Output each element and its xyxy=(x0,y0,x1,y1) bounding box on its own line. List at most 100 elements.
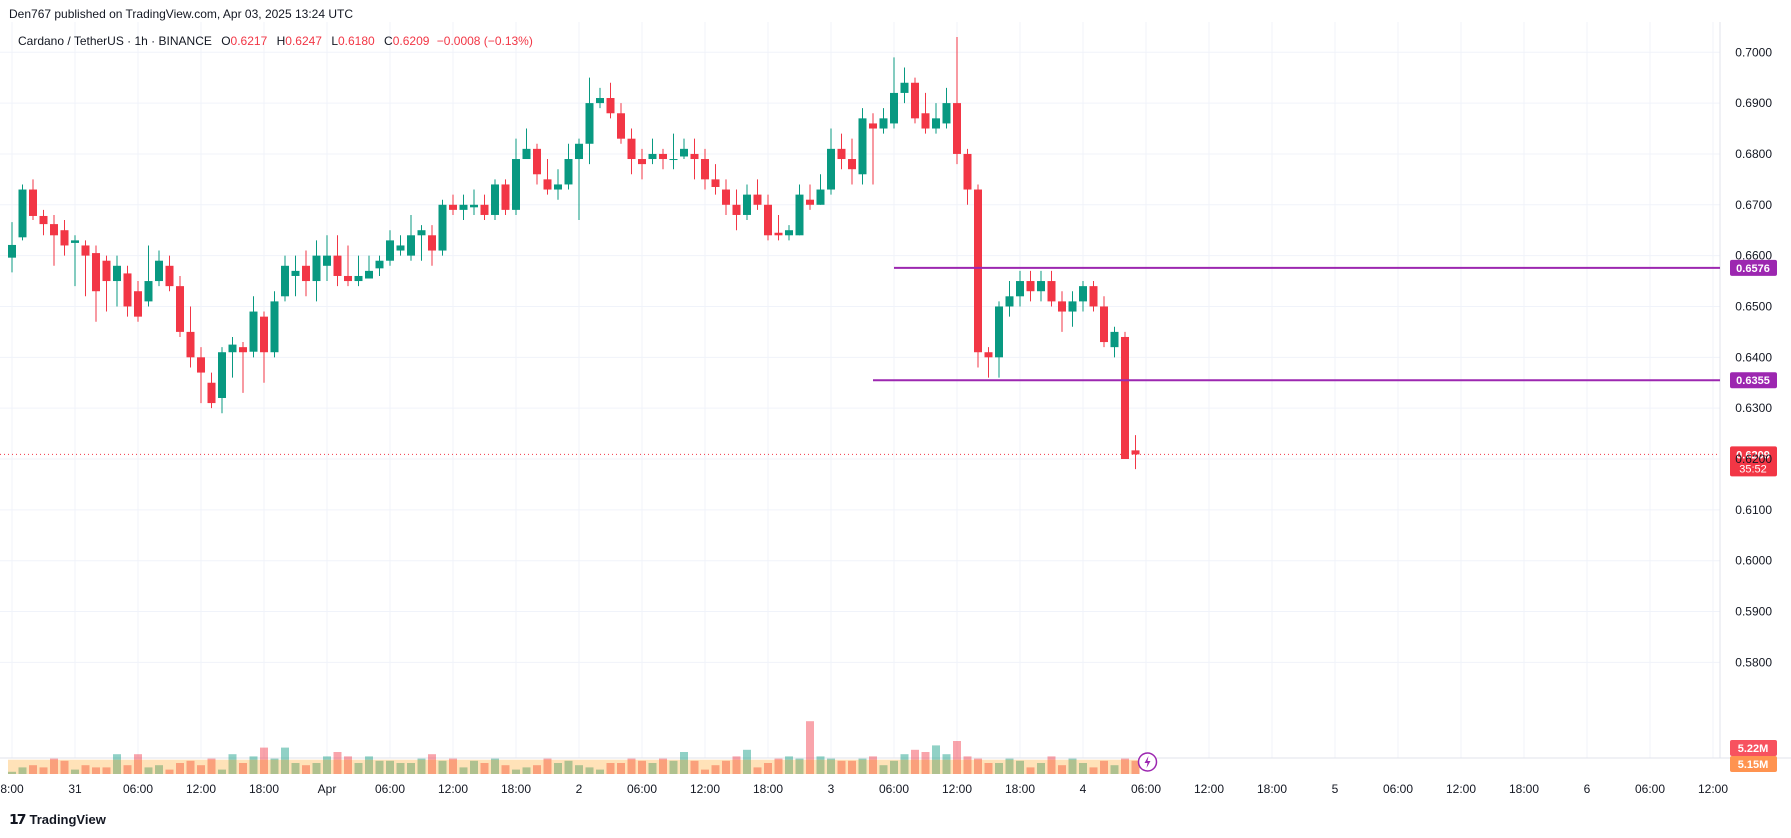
candle[interactable] xyxy=(365,270,373,279)
candle[interactable] xyxy=(312,255,321,282)
candle[interactable] xyxy=(81,245,90,256)
candle[interactable] xyxy=(417,230,426,236)
candle[interactable] xyxy=(816,189,825,205)
candle[interactable] xyxy=(144,281,153,302)
candle[interactable] xyxy=(165,265,174,287)
candle[interactable] xyxy=(564,159,573,185)
candle[interactable] xyxy=(911,82,919,119)
candle[interactable] xyxy=(753,194,762,205)
candle[interactable] xyxy=(396,245,405,251)
candle[interactable] xyxy=(680,148,688,157)
candle[interactable] xyxy=(291,270,300,276)
candle[interactable] xyxy=(113,265,121,282)
candle[interactable] xyxy=(1068,301,1077,312)
candle[interactable] xyxy=(1026,281,1035,292)
candle[interactable] xyxy=(1016,281,1024,297)
candle[interactable] xyxy=(260,316,268,353)
candle[interactable] xyxy=(984,352,993,358)
candle[interactable] xyxy=(701,159,709,180)
candle[interactable] xyxy=(270,301,279,353)
candle[interactable] xyxy=(123,273,132,307)
candle[interactable] xyxy=(102,260,111,282)
candle[interactable] xyxy=(239,347,247,353)
candle[interactable] xyxy=(1058,301,1066,312)
candle[interactable] xyxy=(869,123,877,129)
candle[interactable] xyxy=(428,235,436,251)
candle[interactable] xyxy=(8,244,16,258)
candle[interactable] xyxy=(963,153,972,190)
candle[interactable] xyxy=(932,118,940,129)
candle[interactable] xyxy=(606,98,615,114)
candle[interactable] xyxy=(302,265,310,282)
candle[interactable] xyxy=(18,189,27,238)
candle[interactable] xyxy=(386,240,394,261)
candle[interactable] xyxy=(1089,286,1098,307)
candle[interactable] xyxy=(890,92,898,124)
candle[interactable] xyxy=(533,148,541,175)
candle[interactable] xyxy=(155,260,163,282)
candle[interactable] xyxy=(1005,296,1014,307)
candle[interactable] xyxy=(438,204,447,251)
candle[interactable] xyxy=(974,189,982,353)
candle[interactable] xyxy=(543,179,552,190)
candle[interactable] xyxy=(29,189,37,216)
candle[interactable] xyxy=(711,179,720,187)
candle[interactable] xyxy=(648,153,657,160)
candle[interactable] xyxy=(1110,331,1119,348)
candle[interactable] xyxy=(449,204,457,210)
candle[interactable] xyxy=(732,204,741,215)
candle[interactable] xyxy=(638,159,646,165)
candle[interactable] xyxy=(71,240,79,243)
candle[interactable] xyxy=(942,103,951,124)
candle[interactable] xyxy=(249,311,258,352)
candle[interactable] xyxy=(627,138,636,160)
candle[interactable] xyxy=(659,153,667,160)
candle[interactable] xyxy=(585,103,594,144)
candle[interactable] xyxy=(575,143,583,160)
candle[interactable] xyxy=(470,204,478,208)
candle[interactable] xyxy=(848,159,856,170)
candle[interactable] xyxy=(228,344,237,353)
candle[interactable] xyxy=(743,194,751,215)
candle[interactable] xyxy=(554,184,562,190)
candle[interactable] xyxy=(218,352,226,398)
candle[interactable] xyxy=(354,275,363,282)
candle[interactable] xyxy=(879,118,888,129)
price-chart[interactable]: 0.6576 0.6355 0.6209 35:52 0.7000 0.6900 0.680… xyxy=(0,22,1791,802)
candle[interactable] xyxy=(806,199,814,205)
candle[interactable] xyxy=(501,184,510,210)
candle[interactable] xyxy=(995,306,1003,358)
candle[interactable] xyxy=(858,118,867,175)
symbol-title[interactable]: Cardano / TetherUS · 1h · BINANCE xyxy=(18,34,212,48)
candle[interactable] xyxy=(491,184,499,215)
candle[interactable] xyxy=(921,113,930,129)
candle[interactable] xyxy=(795,194,804,236)
candle[interactable] xyxy=(617,113,625,139)
candle[interactable] xyxy=(375,260,384,269)
candle[interactable] xyxy=(197,357,205,373)
candle[interactable] xyxy=(774,232,783,236)
candle[interactable] xyxy=(186,331,195,358)
candle[interactable] xyxy=(690,153,699,160)
candle[interactable] xyxy=(512,159,520,210)
tradingview-footer[interactable]: 𝟭𝟳 TradingView xyxy=(9,811,106,828)
candle[interactable] xyxy=(1079,286,1087,302)
candle[interactable] xyxy=(785,230,793,236)
candle[interactable] xyxy=(722,189,730,205)
candle[interactable] xyxy=(669,159,678,161)
candle[interactable] xyxy=(1047,281,1056,302)
candle[interactable] xyxy=(176,286,184,332)
candle[interactable] xyxy=(827,148,835,190)
candle[interactable] xyxy=(333,255,342,276)
candle[interactable] xyxy=(1100,306,1108,343)
candle[interactable] xyxy=(837,148,846,160)
candle[interactable] xyxy=(1121,336,1129,460)
candle[interactable] xyxy=(1131,450,1140,455)
candle[interactable] xyxy=(407,235,415,256)
candle[interactable] xyxy=(764,204,772,236)
candle[interactable] xyxy=(480,204,489,215)
candle[interactable] xyxy=(522,148,531,160)
candle[interactable] xyxy=(323,255,331,266)
candle[interactable] xyxy=(207,382,216,404)
candle[interactable] xyxy=(39,215,48,225)
